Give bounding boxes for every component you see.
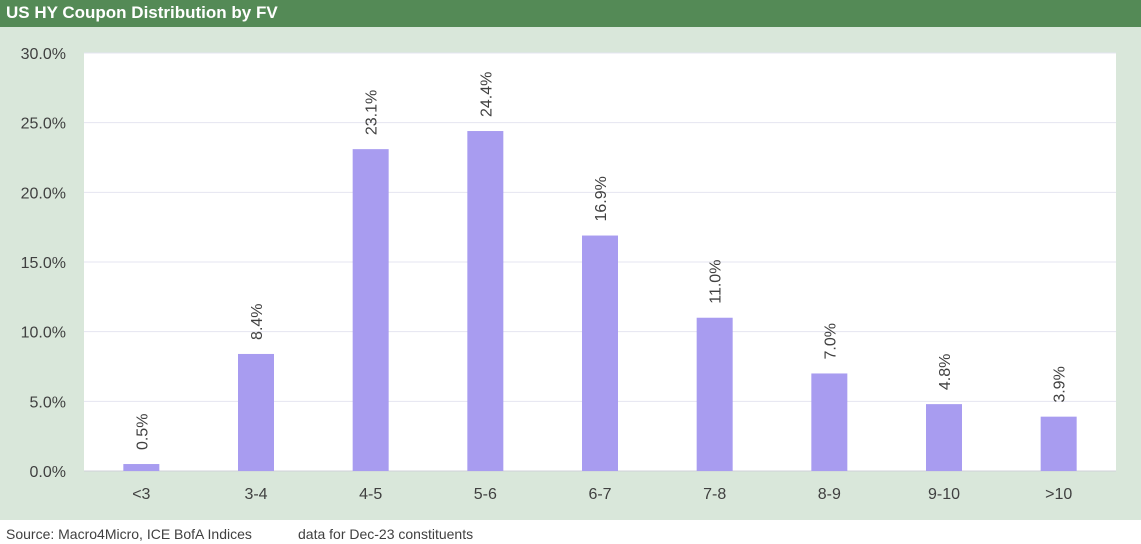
x-tick-label: 7-8 (703, 486, 726, 503)
y-tick-label: 25.0% (21, 116, 66, 133)
data-label: 23.1% (364, 90, 381, 135)
data-date-note: data for Dec-23 constituents (298, 526, 474, 542)
data-label: 7.0% (822, 323, 839, 359)
bar-chart: 0.0% 5.0% 10.0% 15.0% 20.0% 25.0% 30.0% 0.5% <3 8… (21, 46, 1116, 503)
bar-4 (467, 131, 504, 471)
x-tick-label: 9-10 (928, 486, 960, 503)
y-tick-label: 0.0% (30, 464, 66, 481)
x-tick-label: <3 (132, 486, 150, 503)
x-tick-label: 5-6 (474, 486, 497, 503)
x-tick-label: 6-7 (588, 486, 611, 503)
title-bar: US HY Coupon Distribution by FV (0, 0, 1141, 27)
data-label: 0.5% (134, 414, 151, 450)
x-tick-label: 4-5 (359, 486, 382, 503)
data-label: 3.9% (1052, 366, 1069, 402)
y-tick-label: 30.0% (21, 46, 66, 63)
y-tick-label: 10.0% (21, 325, 66, 342)
data-label: 8.4% (249, 303, 266, 339)
y-tick-label: 15.0% (21, 255, 66, 272)
source-note: Source: Macro4Micro, ICE BofA Indices (6, 526, 252, 542)
bar-6 (696, 317, 733, 471)
bar-7 (811, 373, 848, 471)
chart-title: US HY Coupon Distribution by FV (6, 3, 278, 22)
data-label: 24.4% (478, 72, 495, 117)
data-label: 16.9% (593, 176, 610, 221)
bar-3 (352, 149, 389, 471)
footer: Source: Macro4Micro, ICE BofA Indices da… (0, 520, 1141, 544)
data-label: 11.0% (708, 260, 725, 304)
bar-8 (926, 404, 962, 471)
bar-1 (123, 464, 160, 471)
x-tick-label: 3-4 (244, 486, 267, 503)
x-tick-label: 8-9 (818, 486, 841, 503)
y-tick-label: 20.0% (21, 185, 66, 202)
bar-9 (1040, 416, 1077, 471)
chart-area: 0.0% 5.0% 10.0% 15.0% 20.0% 25.0% 30.0% 0.5% <3 8… (0, 27, 1141, 520)
x-tick-label: >10 (1045, 486, 1072, 503)
bar-2 (238, 353, 274, 471)
data-label: 4.8% (937, 354, 954, 390)
bar-5 (582, 235, 618, 471)
y-tick-label: 5.0% (30, 394, 66, 411)
